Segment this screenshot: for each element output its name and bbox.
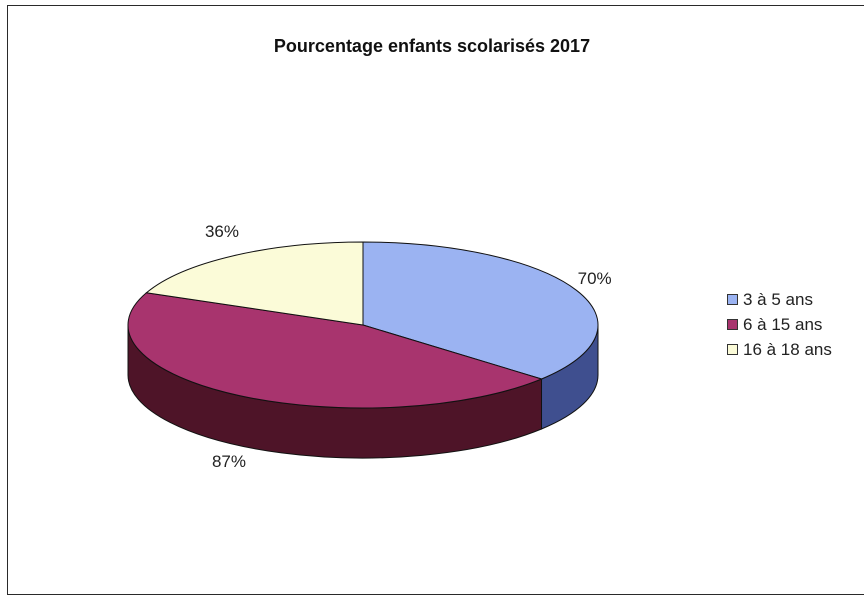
legend-swatch-2	[727, 344, 738, 355]
legend-swatch-1	[727, 319, 738, 330]
legend-swatch-0	[727, 294, 738, 305]
slice-1	[127, 292, 543, 409]
legend-item-0: 3 à 5 ans	[727, 287, 832, 312]
legend-label-2: 16 à 18 ans	[743, 339, 832, 359]
legend-label-0: 3 à 5 ans	[743, 289, 813, 309]
legend-item-1: 6 à 15 ans	[727, 312, 832, 337]
legend-item-2: 16 à 18 ans	[727, 337, 832, 362]
data-label-0: 70%	[578, 269, 612, 288]
data-label-1: 87%	[212, 452, 246, 471]
legend: 3 à 5 ans 6 à 15 ans 16 à 18 ans	[727, 287, 832, 362]
slice-0	[362, 241, 599, 380]
legend-label-1: 6 à 15 ans	[743, 314, 823, 334]
slice-2	[145, 241, 364, 326]
chart-title: Pourcentage enfants scolarisés 2017	[273, 36, 591, 56]
data-label-2: 36%	[205, 222, 239, 241]
